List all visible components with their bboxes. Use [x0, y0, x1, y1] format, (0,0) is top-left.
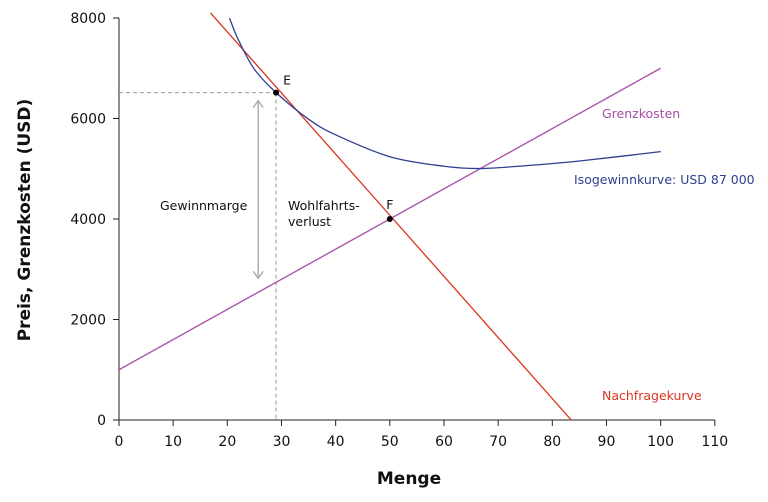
series-label-grenzkosten: Grenzkosten	[602, 106, 680, 121]
y-axis-title: Preis, Grenzkosten (USD)	[15, 99, 35, 342]
x-tick-label: 110	[701, 434, 728, 450]
points-group: EF	[273, 73, 393, 222]
x-tick-label: 40	[327, 434, 345, 450]
x-tick-label: 90	[598, 434, 616, 450]
guides	[119, 92, 277, 420]
y-tick-label: 6000	[70, 112, 106, 128]
x-tick-label: 80	[543, 434, 561, 450]
axes: 0 10 20 30 40 50 60 70 80 90 100 110 0 2000 4000 6000 80…	[70, 11, 728, 450]
x-axis-title: Menge	[377, 469, 441, 489]
series-label-nachfragekurve: Nachfragekurve	[602, 388, 702, 403]
wohlfahrtsverlust-label-1: Wohlfahrts-	[288, 198, 360, 213]
y-tick-label: 2000	[70, 313, 106, 329]
margin-arrow-head-down	[252, 270, 264, 280]
x-tick-label: 100	[647, 434, 674, 450]
gewinnmarge-label: Gewinnmarge	[160, 198, 248, 213]
series-isoprofit-curve	[228, 17, 661, 170]
wohlfahrtsverlust-label-2: verlust	[288, 214, 331, 229]
y-tick-label: 8000	[70, 11, 106, 27]
x-tick-label: 0	[115, 434, 124, 450]
margin-arrow-head-up	[252, 99, 264, 109]
y-tick-label: 0	[97, 413, 106, 429]
point-e-label: E	[283, 73, 291, 88]
x-tick-label: 10	[164, 434, 182, 450]
y-tick-label: 4000	[70, 212, 106, 228]
x-tick-label: 60	[435, 434, 453, 450]
x-tick-label: 30	[273, 434, 291, 450]
point-f-marker	[386, 216, 393, 222]
point-e-marker	[273, 89, 280, 96]
x-tick-label: 70	[489, 434, 507, 450]
x-tick-label: 50	[381, 434, 399, 450]
x-tick-label: 20	[218, 434, 236, 450]
series-label-isogewinnkurve: Isogewinnkurve: USD 87 000	[574, 172, 755, 187]
point-f-label: F	[386, 197, 393, 212]
